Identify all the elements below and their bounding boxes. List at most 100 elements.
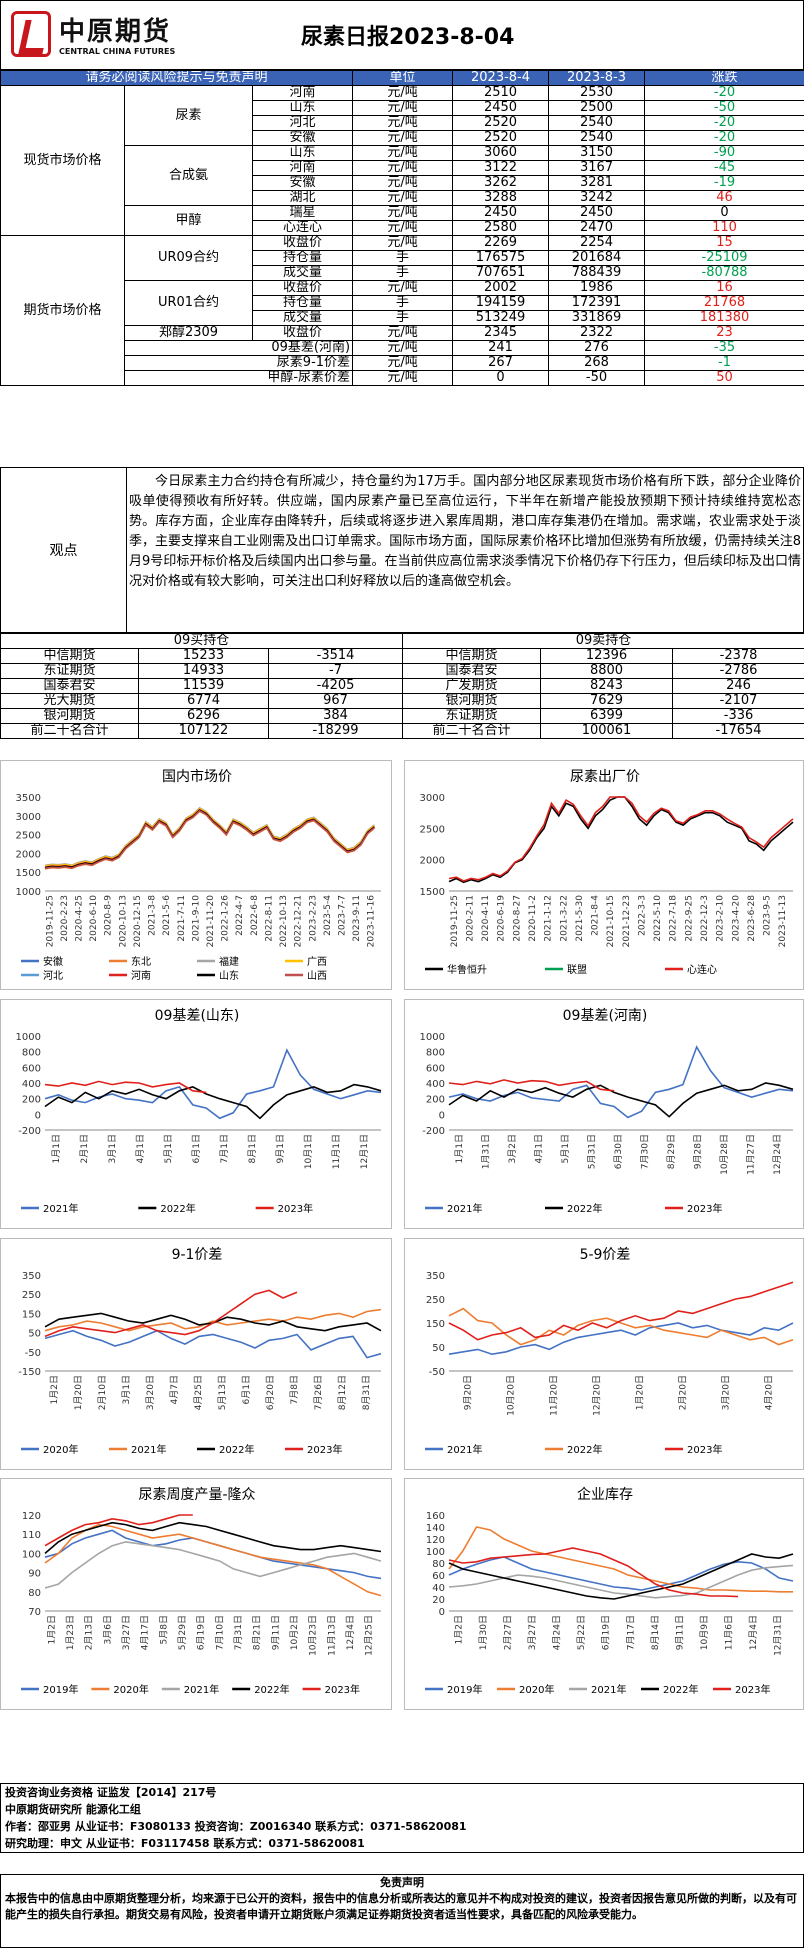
series-line <box>448 1307 794 1346</box>
unit-cell: 元/吨 <box>352 340 454 356</box>
x-tick-label: 2020-12-15 <box>133 895 143 947</box>
logo-en: CENTRAL CHINA FUTURES <box>59 47 176 56</box>
x-tick-label: 2019-11-25 <box>45 895 55 947</box>
chart-title: 09基差(河南) <box>563 1007 648 1024</box>
x-tick-label: 2023-11-13 <box>778 895 788 947</box>
item-label: 安徽 <box>251 130 354 146</box>
item-label: 河北 <box>251 115 354 131</box>
change-cell: -19 <box>644 175 804 191</box>
x-tick-label: 11月6日 <box>724 1615 735 1650</box>
x-tick-label: 7月8日 <box>289 1375 300 1404</box>
x-tick-label: 12月24日 <box>772 1134 783 1175</box>
value-cell: 2500 <box>548 100 646 116</box>
value-cell: 241 <box>452 340 550 356</box>
legend-label: 2023年 <box>735 1683 770 1696</box>
x-tick-label: 2月27日 <box>502 1615 513 1650</box>
x-tick-label: 6月19日 <box>196 1615 207 1650</box>
y-tick-label: 3000 <box>420 793 445 804</box>
chart-3: 09基差(山东) 1000 800 600 400 200 0 -200 1月1日 2月1日 3月1… <box>0 999 392 1229</box>
value-cell: 2345 <box>452 325 550 341</box>
legend-label: 山西 <box>307 970 327 982</box>
x-tick-label: 11月20日 <box>549 1375 560 1416</box>
x-tick-label: 2022-12-21 <box>294 895 304 947</box>
legend-label: 2019年 <box>43 1683 78 1696</box>
y-tick-label: 2500 <box>420 824 445 835</box>
x-tick-label: 2022-8-11 <box>264 895 274 942</box>
value-cell: 268 <box>548 355 646 371</box>
y-tick-label: 120 <box>426 1535 445 1546</box>
x-tick-label: 1月20日 <box>635 1375 646 1410</box>
table-row: 成交量手 707651 788439 -80788 <box>1 265 804 281</box>
group-label: UR09合约 <box>124 235 253 281</box>
chart-title: 09基差(山东) <box>155 1007 240 1024</box>
x-tick-label: 2月13日 <box>84 1615 95 1650</box>
legend-label: 2020年 <box>43 1443 78 1456</box>
x-tick-label: 2022-9-25 <box>684 895 694 942</box>
series-line <box>448 1553 794 1600</box>
series-line <box>44 1048 382 1120</box>
value-cell: 513249 <box>452 310 550 326</box>
y-tick-label: 2500 <box>16 831 41 842</box>
x-tick-label: 2023-2-23 <box>308 895 318 942</box>
x-tick-label: 9月1日 <box>275 1134 286 1163</box>
value-cell: 3288 <box>452 190 550 206</box>
x-tick-label: 1月1日 <box>51 1134 62 1163</box>
x-tick-label: 10月28日 <box>719 1134 730 1175</box>
x-tick-label: 2023-9-5 <box>763 895 773 936</box>
legend-label: 2022年 <box>254 1683 289 1696</box>
series-line <box>448 796 794 884</box>
unit-cell: 元/吨 <box>352 190 454 206</box>
item-label: 持仓量 <box>251 250 354 266</box>
x-tick-label: 10月23日 <box>308 1615 319 1656</box>
legend-label: 2021年 <box>131 1443 166 1456</box>
position-row: 东证期货 14933 -7 国泰君安 8800 -2786 <box>0 663 804 679</box>
y-tick-label: 250 <box>22 1290 41 1301</box>
value-cell: 12396 <box>540 648 674 664</box>
chart-svg: 国内市场价 3500 3000 2500 2000 1500 1000 2019-11-25 2… <box>16 768 381 982</box>
value-cell: 2530 <box>548 85 646 101</box>
x-tick-label: 1月2日 <box>46 1615 57 1644</box>
x-tick-label: 5月8日 <box>158 1615 169 1644</box>
y-tick-label: 350 <box>426 1271 445 1282</box>
legend-label: 联盟 <box>567 964 587 976</box>
series-line <box>448 1564 794 1599</box>
x-tick-label: 2020-10-13 <box>118 895 128 947</box>
chart-8: 企业库存 160 140 120 100 80 60 40 20 0 1月2日 1月30日 2月27日 3… <box>404 1478 804 1710</box>
table-row: 持仓量手 176575 201684 -25109 <box>1 250 804 266</box>
y-tick-label: 150 <box>426 1319 445 1330</box>
legend-label: 2023年 <box>325 1683 360 1696</box>
value-cell: 2450 <box>452 100 550 116</box>
header-cell: 2023-8-3 <box>548 70 646 86</box>
value-cell: 2510 <box>452 85 550 101</box>
x-tick-label: 12月4日 <box>748 1615 759 1650</box>
x-tick-label: 2020-2-11 <box>465 895 475 942</box>
legend-label: 2023年 <box>687 1202 722 1215</box>
table-row: 甲醇 瑞星 元/吨 2450 2450 0 <box>1 205 804 236</box>
x-tick-label: 2月1日 <box>79 1134 90 1163</box>
value-cell: 2540 <box>548 115 646 131</box>
value-cell: 2540 <box>548 130 646 146</box>
x-tick-label: 5月1日 <box>560 1134 571 1163</box>
x-tick-label: 2020-6-19 <box>497 895 507 942</box>
change-cell: -336 <box>672 708 804 724</box>
item-label: 心连心 <box>251 220 354 236</box>
y-tick-label: 600 <box>426 1063 445 1074</box>
chart-1: 国内市场价 3500 3000 2500 2000 1500 1000 2019-11-25 2… <box>0 760 392 990</box>
x-tick-label: 2023-6-28 <box>747 895 757 942</box>
change-cell: -18299 <box>267 723 404 739</box>
x-tick-label: 12月31日 <box>773 1615 784 1656</box>
unit-cell: 元/吨 <box>352 355 454 371</box>
table-row: 甲醇-尿素价差 元/吨 0 -50 50 <box>1 370 804 386</box>
x-tick-label: 2021-1-12 <box>544 895 554 942</box>
item-label: 成交量 <box>251 265 354 281</box>
unit-cell: 元/吨 <box>352 205 454 221</box>
y-tick-label: -50 <box>429 1367 445 1378</box>
legend-label: 2020年 <box>113 1683 148 1696</box>
y-tick-label: 110 <box>22 1530 41 1541</box>
position-row: 光大期货 6774 967 银河期货 7629 -2107 <box>0 693 804 709</box>
y-tick-label: 100 <box>22 1549 41 1560</box>
series-line <box>44 1523 382 1597</box>
header-cell: 2023-8-4 <box>452 70 550 86</box>
x-tick-label: 4月1日 <box>135 1134 146 1163</box>
change-cell: 0 <box>644 205 804 221</box>
